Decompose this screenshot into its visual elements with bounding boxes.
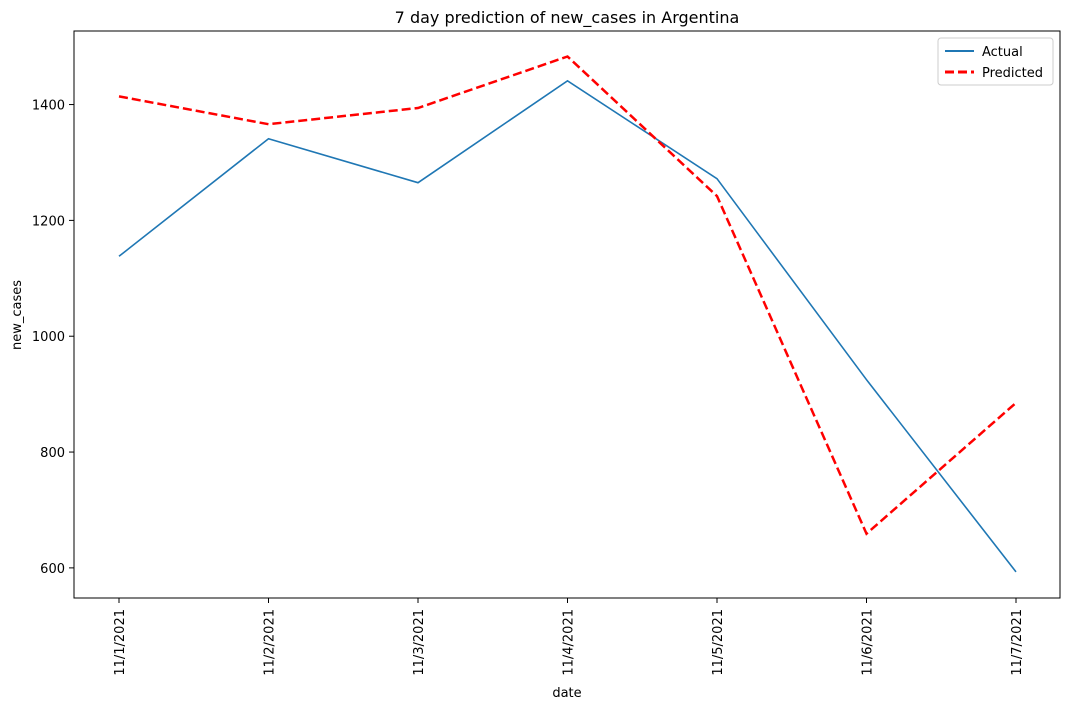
y-tick-label: 1400 bbox=[32, 99, 65, 114]
series-layer bbox=[118, 55, 1017, 573]
x-tick-label: 11/5/2021 bbox=[711, 609, 726, 676]
x-axis: 11/1/2021 11/2/2021 11/3/2021 11/4/2021 11/5… bbox=[113, 598, 1025, 676]
x-tick-label: 11/7/2021 bbox=[1010, 609, 1025, 676]
x-tick-label: 11/6/2021 bbox=[861, 609, 876, 676]
x-tick-label: 11/2/2021 bbox=[263, 609, 278, 676]
y-axis: 600 800 1000 1200 1400 bbox=[32, 99, 74, 577]
x-tick-label: 11/1/2021 bbox=[113, 609, 128, 676]
y-tick-label: 600 bbox=[40, 562, 65, 577]
legend-label-predicted: Predicted bbox=[982, 66, 1043, 81]
y-axis-label: new_cases bbox=[10, 280, 25, 350]
chart-title: 7 day prediction of new_cases in Argenti… bbox=[395, 8, 740, 28]
x-tick-label: 11/4/2021 bbox=[562, 609, 577, 676]
x-axis-label: date bbox=[552, 686, 581, 701]
y-tick-label: 1000 bbox=[32, 330, 65, 345]
legend-label-actual: Actual bbox=[982, 45, 1023, 60]
x-tick-label: 11/3/2021 bbox=[412, 609, 427, 676]
y-tick-label: 1200 bbox=[32, 214, 65, 229]
series-line-predicted bbox=[118, 55, 1017, 536]
legend: Actual Predicted bbox=[937, 37, 1054, 86]
y-tick-label: 800 bbox=[40, 446, 65, 461]
series-line-actual bbox=[118, 79, 1017, 573]
